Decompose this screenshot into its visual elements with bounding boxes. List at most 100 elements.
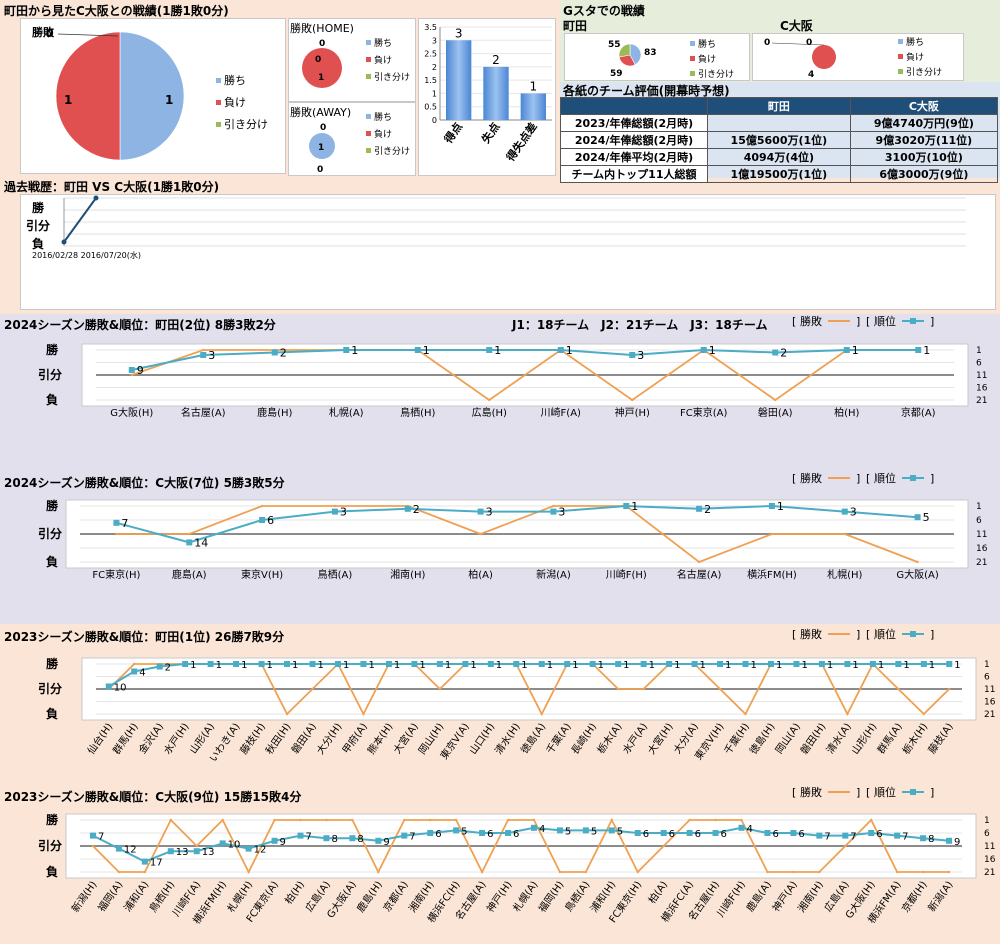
season-rank-label: 1 [827,660,833,671]
goals-tick-label: 0.5 [424,103,437,112]
season-rank-line [92,826,950,863]
season-category-label: 新潟(A) [536,568,571,581]
summary-legend-swatch [216,100,221,105]
goals-bar [446,40,472,120]
season-rank-point [113,519,120,526]
evaluation-col-cosaka: C大阪 [849,97,999,115]
season-rank-label: 8 [928,834,934,845]
season-ylabel-win: 勝 [46,656,59,671]
season-rank-tick: 6 [976,516,982,526]
season-result-point [662,844,665,848]
gsta-left-legend-swatch [690,41,695,46]
season-rank-point [538,661,545,667]
season-category-label: 札幌(A) [329,406,364,419]
season-rank-point [404,505,411,512]
goals-tick-label: 3 [432,36,437,45]
season-rank-point [284,661,291,667]
season-rank-label: 1 [470,660,476,671]
gsta-right-team: C大阪 [780,19,813,33]
season-rank-label: 1 [852,660,858,671]
season-rank-point [742,661,749,667]
season-result-point [325,818,328,822]
legend-open-bracket: [ [792,628,796,641]
goals-bar [483,66,509,120]
season-category-label: 熊本(H) [364,720,395,756]
season-result-point [532,818,536,822]
season-rank-point [660,830,667,836]
season-rank-label: 1 [368,660,374,671]
season-rank-label: 17 [150,858,163,869]
season-rank-point [557,347,564,353]
gsta-left-slice-2 [618,43,631,58]
season-rank-label: 1 [343,660,349,671]
evaluation-col-machida: 町田 [707,97,851,115]
season-rank-point [920,835,927,842]
season-ylabel-win: 勝 [46,498,59,513]
season-result-point [188,532,191,536]
season-result-point [351,818,354,822]
season-rank-label: 1 [674,660,680,671]
season-result-point [479,532,482,536]
season-rank-point [914,514,921,521]
season-rank-point [401,832,408,839]
season-rank-point [564,661,571,667]
season-rank-point [479,830,486,836]
season-rank-label: 10 [114,683,127,694]
season-result-point [260,504,264,508]
legend-result-label: 勝敗 [800,785,822,799]
summary-slice-0 [119,31,185,161]
season-result-point [846,712,849,716]
goals-tick-label: 1.5 [424,76,437,85]
legend-rank-label: 順位 [874,627,896,641]
season-result-point [403,818,406,822]
evaluation-cell: 1億19500万(1位) [707,165,851,183]
season-result-point [311,687,314,691]
season-rank-line [108,663,950,688]
evaluation-row-label: 2024/年俸総額(2月時) [560,131,708,149]
legend-close-bracket: ] [930,472,934,485]
season-category-label: FC東京(H) [92,568,140,581]
season-rank-point [582,827,589,834]
season-result-point [362,712,365,716]
season-rank-label: 2 [413,503,420,516]
season-category-label: 鳥栖(H) [400,406,435,419]
season-rank-tick: 16 [976,544,988,554]
season-ylabel-draw: 引分 [38,681,62,696]
season-rank-point [696,505,703,512]
season-rank-point [946,837,953,844]
season-rank-point [767,661,774,667]
season-rank-point [334,661,341,667]
season-rank-point [869,661,876,667]
season-rank-label: 3 [340,506,347,519]
home-slice-1 [302,48,342,88]
season-rank-tick: 6 [984,829,990,839]
season-category-label: 栃木(H) [899,720,930,756]
gsta-left-legend-label: 勝ち [698,38,716,50]
season-rank-label: 13 [176,847,189,858]
season-rank-point [608,827,615,834]
season-rank-label: 1 [709,344,716,357]
summary-legend-label: 勝ち [224,73,246,87]
season-rank-point [844,661,851,667]
season-category-label: 大宮(H) [645,720,676,756]
gsta-left-legend-swatch [690,56,695,61]
season-rank-point [768,503,775,509]
season-category-label: 名古屋(A) [181,406,226,419]
gsta-left-team: 町田 [563,19,588,33]
season-rank-label: 7 [409,832,415,843]
season-result-point [697,560,701,564]
season-result-point [285,712,289,716]
legend-close-bracket: ] [856,628,860,641]
season-rank-point [115,845,122,852]
season-result-point [792,870,795,874]
season-rank-label: 4 [747,824,753,835]
history-title: 過去戦歴：町田 VS C大阪(1勝1敗0分) [4,180,220,194]
season-rank-label: 3 [558,506,565,519]
season-rank-point [772,349,779,356]
season-rank-label: 1 [572,660,578,671]
season-rank-point [375,837,382,844]
home-legend-label: 負け [374,54,392,66]
goals-category-label: 得点 [440,120,465,147]
season-rank-label: 1 [318,660,324,671]
